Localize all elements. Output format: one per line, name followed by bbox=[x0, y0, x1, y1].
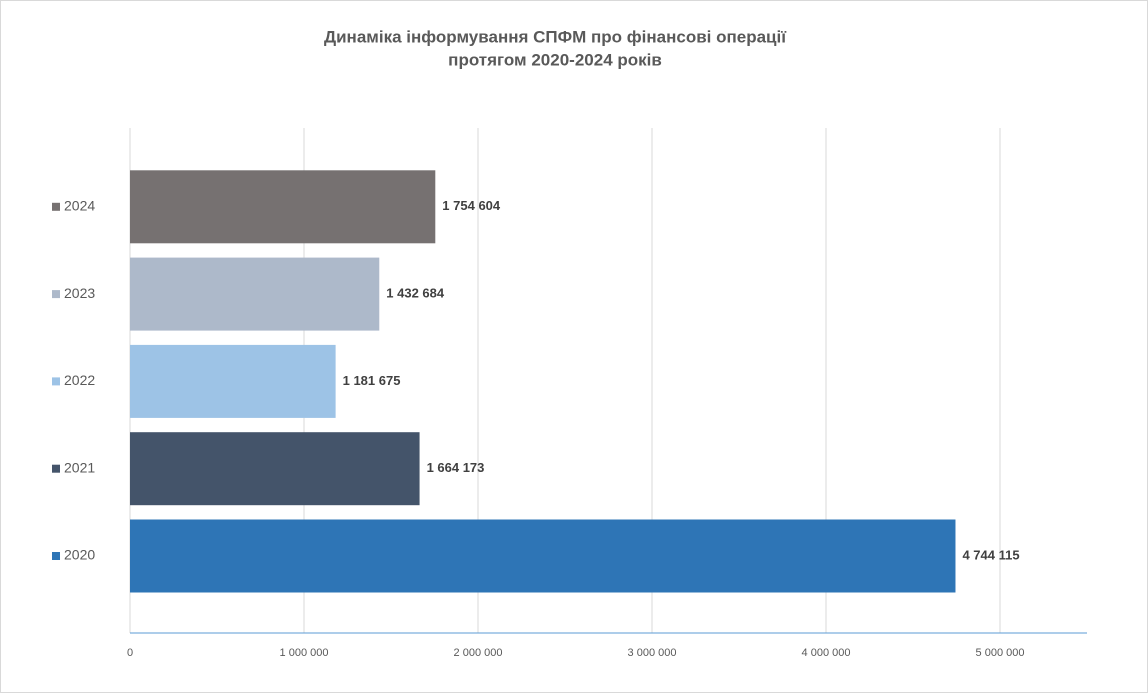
y-tick-label: 2022 bbox=[64, 372, 95, 388]
category-swatch bbox=[52, 202, 60, 211]
value-label: 1 664 173 bbox=[427, 460, 485, 475]
y-tick-label: 2020 bbox=[64, 547, 95, 563]
bar bbox=[130, 170, 436, 244]
chart-title: протягом 2020-2024 років bbox=[448, 50, 662, 69]
value-label: 1 432 684 bbox=[386, 286, 445, 301]
value-label: 1 754 604 bbox=[442, 198, 501, 213]
category-swatch bbox=[52, 377, 60, 386]
category-swatch bbox=[52, 552, 60, 560]
x-tick-label: 2 000 000 bbox=[454, 647, 503, 659]
chart-title: Динаміка інформування СПФМ про фінансові… bbox=[324, 27, 787, 46]
x-tick-label: 3 000 000 bbox=[628, 647, 677, 659]
bar bbox=[130, 432, 420, 506]
x-tick-label: 5 000 000 bbox=[976, 647, 1025, 659]
y-tick-label: 2023 bbox=[64, 285, 95, 301]
y-tick-label: 2024 bbox=[64, 198, 95, 214]
value-label: 1 181 675 bbox=[343, 373, 401, 388]
bar bbox=[130, 519, 956, 593]
x-tick-label: 1 000 000 bbox=[280, 647, 329, 659]
category-swatch bbox=[52, 290, 60, 299]
x-tick-label: 4 000 000 bbox=[802, 647, 851, 659]
bar bbox=[130, 257, 380, 331]
value-label: 4 744 115 bbox=[962, 547, 1019, 562]
bar bbox=[130, 344, 336, 418]
category-swatch bbox=[52, 464, 60, 473]
x-tick-label: 0 bbox=[127, 647, 133, 659]
y-tick-label: 2021 bbox=[64, 459, 95, 475]
